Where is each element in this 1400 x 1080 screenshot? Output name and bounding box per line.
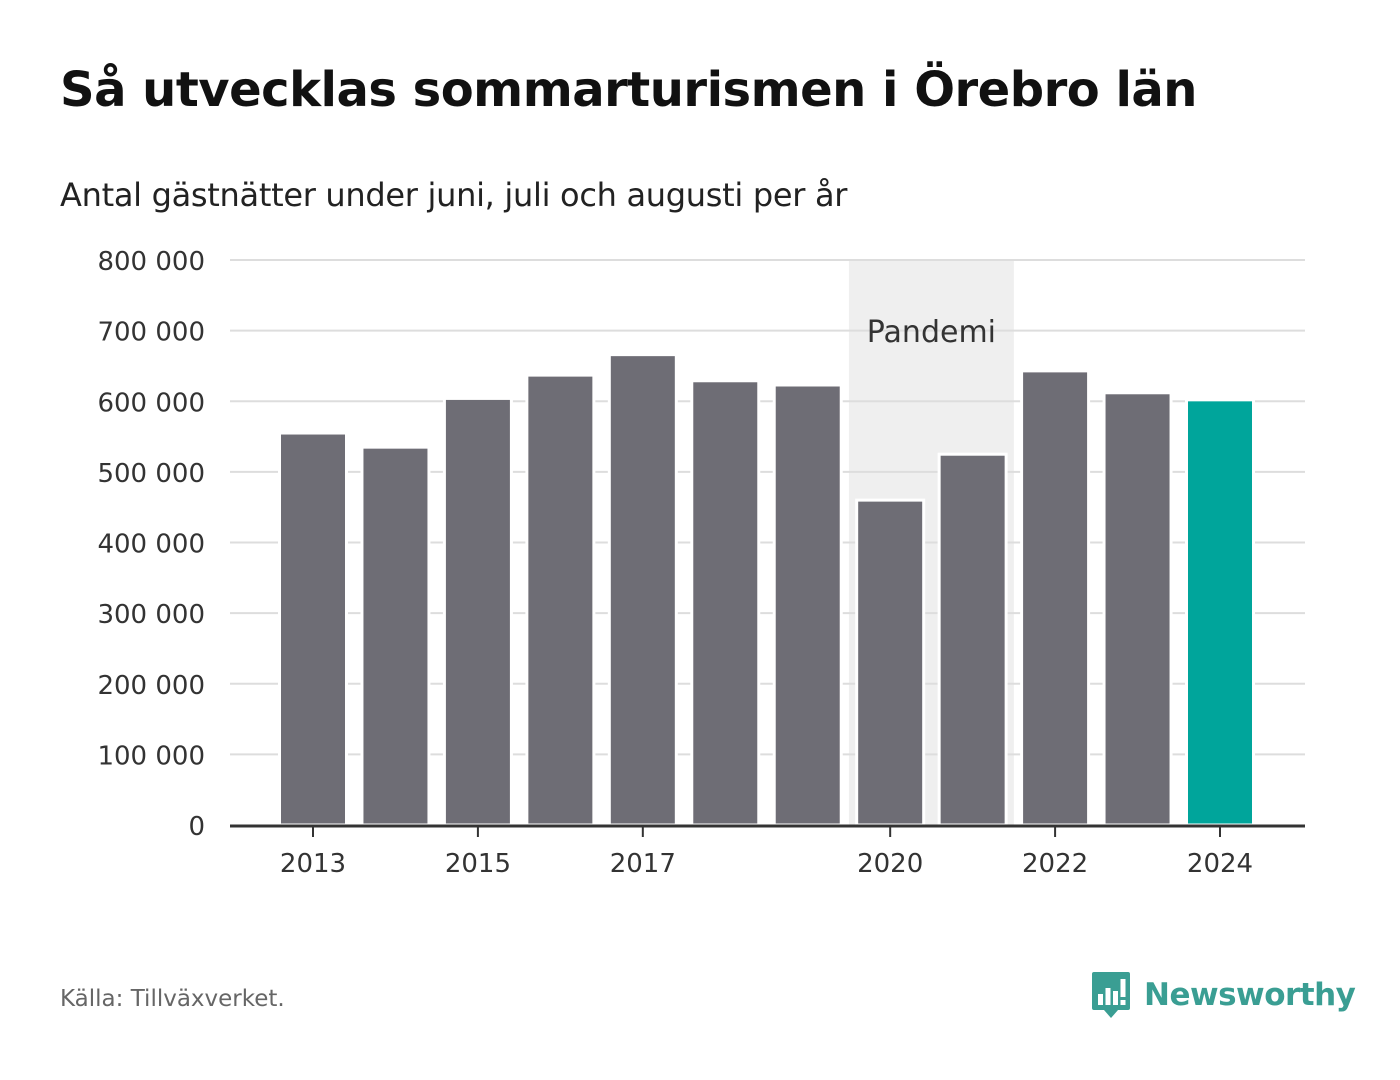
y-tick-label: 200 000 — [97, 671, 205, 701]
bar-2013 — [278, 431, 348, 827]
x-tick-label: 2022 — [1022, 849, 1088, 879]
bar-2018 — [690, 379, 761, 827]
bar-2021 — [937, 452, 1008, 827]
x-tick-label: 2013 — [280, 849, 346, 879]
y-tick-label: 700 000 — [97, 318, 205, 348]
bar-2016 — [525, 373, 596, 827]
y-tick-label: 0 — [188, 812, 205, 842]
bar-2014 — [360, 445, 431, 827]
bar-2020 — [855, 498, 926, 827]
y-tick-label: 500 000 — [97, 459, 205, 489]
bar-2024 — [1185, 398, 1255, 827]
chart-subtitle: Antal gästnätter under juni, juli och au… — [60, 176, 848, 214]
bar-2022 — [1020, 369, 1091, 827]
newsworthy-logo: Newsworthy — [1090, 970, 1356, 1020]
bar-2017 — [607, 353, 678, 827]
annotation-label-pandemi: Pandemi — [867, 315, 996, 350]
source-note: Källa: Tillväxverket. — [60, 986, 285, 1012]
bar-2019 — [772, 383, 843, 827]
chart-title: Så utvecklas sommarturismen i Örebro län — [60, 62, 1197, 118]
x-tick-label: 2020 — [857, 849, 923, 879]
y-tick-label: 100 000 — [97, 741, 205, 771]
bar-chart: 0 100 000 200 000 300 000 400 000 500 000 600 … — [97, 247, 1305, 879]
x-tick-label: 2024 — [1187, 849, 1253, 879]
x-tick-label: 2017 — [610, 849, 676, 879]
brand-name: Newsworthy — [1144, 977, 1356, 1013]
bar-chart-logo-icon — [1092, 972, 1130, 1018]
y-tick-label: 300 000 — [97, 600, 205, 630]
y-tick-label: 400 000 — [97, 530, 205, 560]
y-tick-label: 600 000 — [97, 388, 205, 418]
x-tick-label: 2015 — [445, 849, 511, 879]
y-tick-label: 800 000 — [97, 247, 205, 277]
bar-2023 — [1102, 391, 1173, 827]
bar-2015 — [442, 396, 513, 827]
